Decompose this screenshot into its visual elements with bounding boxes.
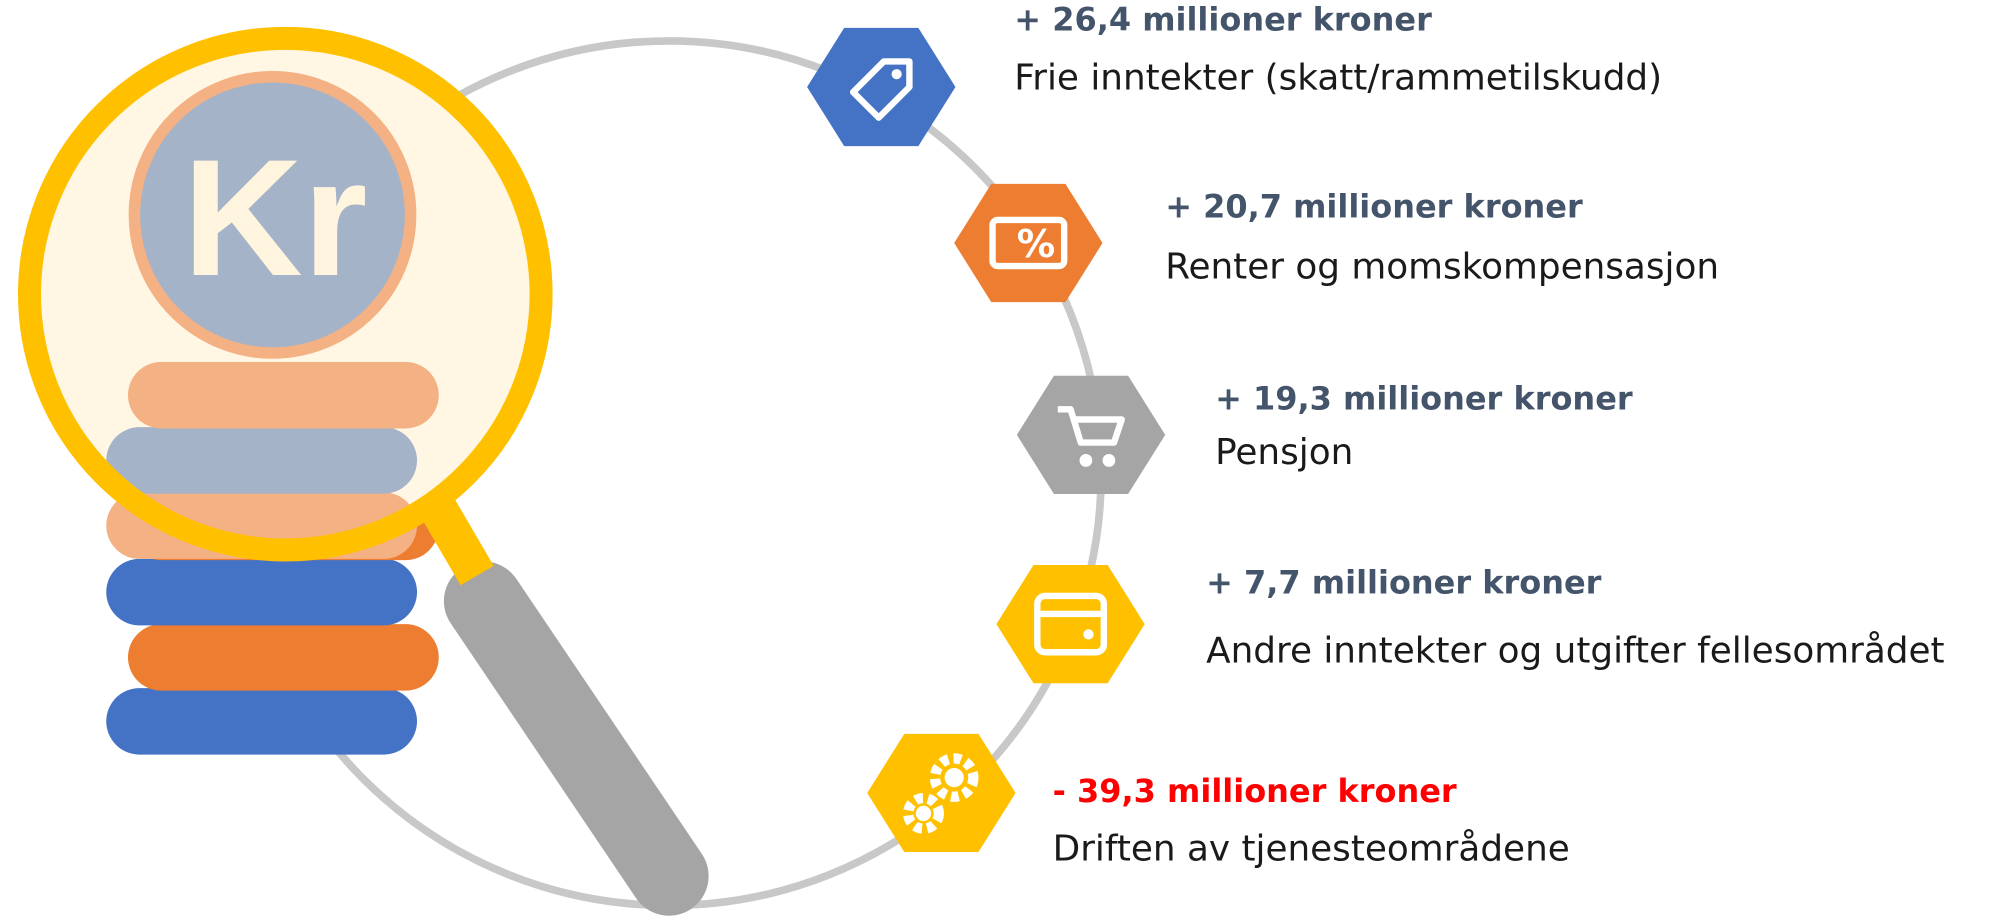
- item: % + 20,7 millioner kroner Renter og momsko…: [954, 183, 1719, 303]
- item: + 19,3 millioner kroner Pensjon: [1016, 375, 1633, 494]
- amount: - 39,3 millioner kroner: [1053, 772, 1457, 810]
- coins-in-lens: [106, 361, 439, 559]
- item: + 26,4 millioner kroner Frie inntekter (s…: [807, 1, 1662, 147]
- item: + 7,7 millioner kroner Andre inntekter og…: [996, 563, 1945, 684]
- icon: [891, 69, 902, 80]
- amount: + 26,4 millioner kroner: [1014, 1, 1432, 39]
- icon: [1057, 406, 1125, 446]
- icon: [1034, 592, 1108, 656]
- label: Pensjon: [1215, 432, 1353, 473]
- icon: [915, 805, 932, 822]
- items: + 26,4 millioner kroner Frie inntekter (s…: [807, 1, 1945, 869]
- amount: + 19,3 millioner kroner: [1215, 379, 1633, 417]
- item: - 39,3 millioner kroner Driften av tjenes…: [867, 733, 1570, 869]
- icon: [849, 58, 913, 121]
- lens-rim: [17, 26, 553, 562]
- hexagon: [807, 27, 956, 147]
- icon: [944, 768, 964, 788]
- icon: [929, 753, 979, 802]
- icon: [989, 216, 1068, 270]
- icon: [1083, 629, 1094, 640]
- hexagon: [1016, 375, 1166, 494]
- label: Andre inntekter og utgifter fellesområde…: [1206, 630, 1944, 671]
- coin: [128, 70, 417, 359]
- icon: [1102, 454, 1116, 467]
- label: Driften av tjenesteområdene: [1053, 828, 1570, 869]
- hexagon: [996, 565, 1145, 684]
- icon: %: [1017, 222, 1055, 267]
- amount: + 7,7 millioner kroner: [1206, 563, 1602, 601]
- magnifier-handle: [443, 561, 709, 916]
- label: Frie inntekter (skatt/rammetilskudd): [1014, 57, 1662, 98]
- icon: [903, 792, 944, 834]
- amount: + 20,7 millioner kroner: [1165, 187, 1583, 225]
- icon: [1079, 454, 1093, 467]
- coin-label: Kr: [183, 125, 368, 311]
- label: Renter og momskompensasjon: [1165, 247, 1719, 288]
- hexagon: [954, 183, 1103, 303]
